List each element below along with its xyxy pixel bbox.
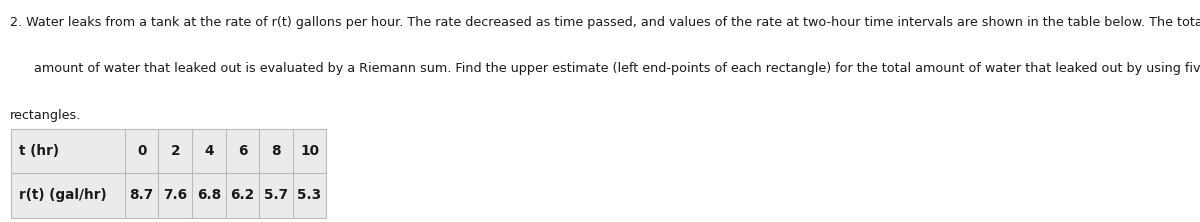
Text: 6.2: 6.2	[230, 188, 254, 202]
Text: 0: 0	[137, 144, 146, 158]
Text: 4: 4	[204, 144, 214, 158]
Text: 7.6: 7.6	[163, 188, 187, 202]
Text: r(t) (gal/hr): r(t) (gal/hr)	[19, 188, 107, 202]
Text: amount of water that leaked out is evaluated by a Riemann sum. Find the upper es: amount of water that leaked out is evalu…	[34, 62, 1200, 75]
Text: 6: 6	[238, 144, 247, 158]
Text: 5.3: 5.3	[298, 188, 322, 202]
Text: 2. Water leaks from a tank at the rate of r(t) gallons per hour. The rate decrea: 2. Water leaks from a tank at the rate o…	[10, 16, 1200, 29]
Text: t (hr): t (hr)	[19, 144, 59, 158]
Text: 2: 2	[170, 144, 180, 158]
Text: 6.8: 6.8	[197, 188, 221, 202]
Text: 8: 8	[271, 144, 281, 158]
Text: rectangles.: rectangles.	[10, 109, 80, 122]
Text: 8.7: 8.7	[130, 188, 154, 202]
Bar	[11, 129, 326, 218]
Text: 10: 10	[300, 144, 319, 158]
Text: 5.7: 5.7	[264, 188, 288, 202]
